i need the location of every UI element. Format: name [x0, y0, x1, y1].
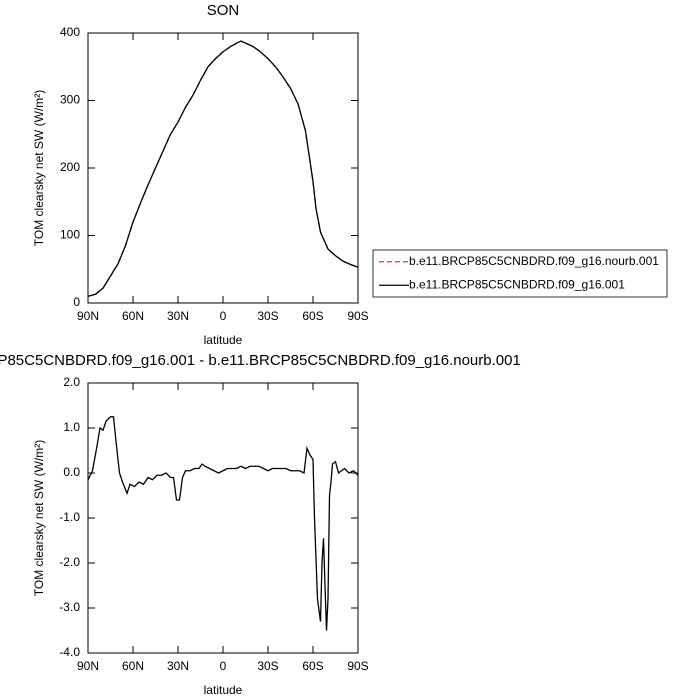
plot-frame [87, 382, 359, 654]
x-tick-label: 90N [77, 309, 99, 323]
x-axis-label: latitude [204, 333, 243, 347]
y-tick-label: 200 [60, 160, 80, 174]
chart-title: b.e11.BRCP85C5CNBDRD.f09_g16.001 - b.e11… [0, 352, 521, 369]
y-tick-label: -1.0 [59, 510, 80, 524]
y-axis-label: TOM clearsky net SW (W/m²) [32, 440, 46, 596]
x-axis-label: latitude [204, 683, 243, 697]
y-tick-label: 100 [60, 228, 80, 242]
y-tick-label: 400 [60, 25, 80, 39]
x-tick-label: 0 [220, 309, 227, 323]
x-tick-label: 60N [122, 309, 144, 323]
y-tick-label: 2.0 [63, 375, 80, 389]
data-line [87, 416, 359, 631]
x-tick-label: 30N [167, 309, 189, 323]
x-tick-label: 60S [302, 309, 323, 323]
y-tick-label: -3.0 [59, 600, 80, 614]
legend-label: b.e11.BRCP85C5CNBDRD.f09_g16.001 [409, 277, 625, 291]
y-axis-label: TOM clearsky net SW (W/m²) [32, 90, 46, 246]
x-tick-label: 30S [257, 309, 278, 323]
x-tick-label: 60N [122, 659, 144, 673]
y-tick-label: -4.0 [59, 645, 80, 659]
legend-label: b.e11.BRCP85C5CNBDRD.f09_g16.nourb.001 [409, 254, 659, 268]
x-tick-label: 60S [302, 659, 323, 673]
data-line [87, 40, 359, 297]
x-tick-label: 30N [167, 659, 189, 673]
y-tick-label: -2.0 [59, 555, 80, 569]
legend-box [372, 249, 668, 298]
x-tick-label: 0 [220, 659, 227, 673]
x-tick-label: 90S [347, 309, 368, 323]
y-tick-label: 1.0 [63, 420, 80, 434]
y-tick-label: 300 [60, 93, 80, 107]
x-tick-label: 90S [347, 659, 368, 673]
y-tick-label: 0 [73, 295, 80, 309]
x-tick-label: 30S [257, 659, 278, 673]
x-tick-label: 90N [77, 659, 99, 673]
y-tick-label: 0.0 [63, 465, 80, 479]
plot-frame [87, 32, 359, 304]
data-line [87, 40, 359, 297]
chart-title: SON [207, 2, 240, 19]
